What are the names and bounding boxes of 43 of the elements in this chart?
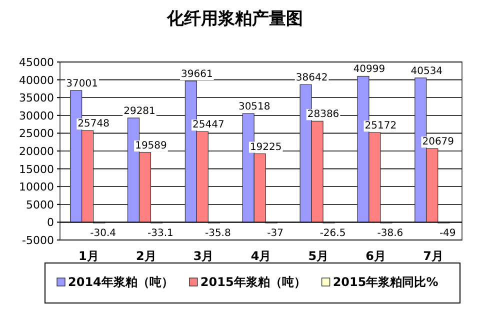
legend-label: 2015年浆粕（吨） [200,275,306,289]
y-tick-label: 0 [47,216,54,230]
chart-title: 化纤用浆粕产量图 [166,9,303,29]
data-label: 28386 [307,109,340,120]
x-tick-label: 7月 [423,249,444,263]
legend-label: 2015年浆粕同比% [332,275,438,289]
data-label: 25748 [78,118,110,130]
data-label: 25172 [364,120,397,132]
data-label: 20679 [422,136,454,148]
data-label: -26.5 [320,228,346,240]
y-tick-label: 20000 [19,145,54,158]
y-tick-label: -5000 [22,234,54,247]
data-label: -37 [267,228,284,240]
y-tick-label: 45000 [19,56,54,69]
data-label: -33.1 [148,228,174,240]
data-label: 40999 [353,64,386,76]
data-label: 29281 [124,106,156,117]
y-tick-label: 40000 [19,74,54,87]
y-tick-label: 15000 [19,162,54,176]
x-tick-label: 5月 [308,249,329,263]
data-label: 19225 [250,142,282,153]
data-label: 30518 [238,102,270,113]
data-label: 39661 [181,69,213,80]
data-label: -35.8 [204,228,231,240]
y-tick-label: 5000 [26,198,54,212]
data-label: 37001 [66,78,98,90]
data-label: 19589 [135,140,167,152]
data-label: 25447 [192,120,224,131]
x-tick-label: 4月 [250,249,272,263]
y-tick-label: 35000 [19,92,54,105]
y-tick-label: 30000 [19,109,54,122]
x-tick-label: 6月 [366,249,386,263]
data-label: 40534 [410,66,443,77]
data-label: -30.4 [90,228,116,240]
x-tick-label: 3月 [193,249,214,263]
x-tick-label: 1月 [78,249,99,263]
data-label: -49 [439,228,456,240]
legend-label: 2014年浆粕（吨） [68,275,174,289]
y-tick-label: 10000 [19,180,54,194]
y-tick-label: 25000 [19,127,54,140]
data-label: 38642 [296,72,328,84]
data-label: -38.6 [377,228,404,240]
x-tick-label: 2月 [136,249,156,263]
